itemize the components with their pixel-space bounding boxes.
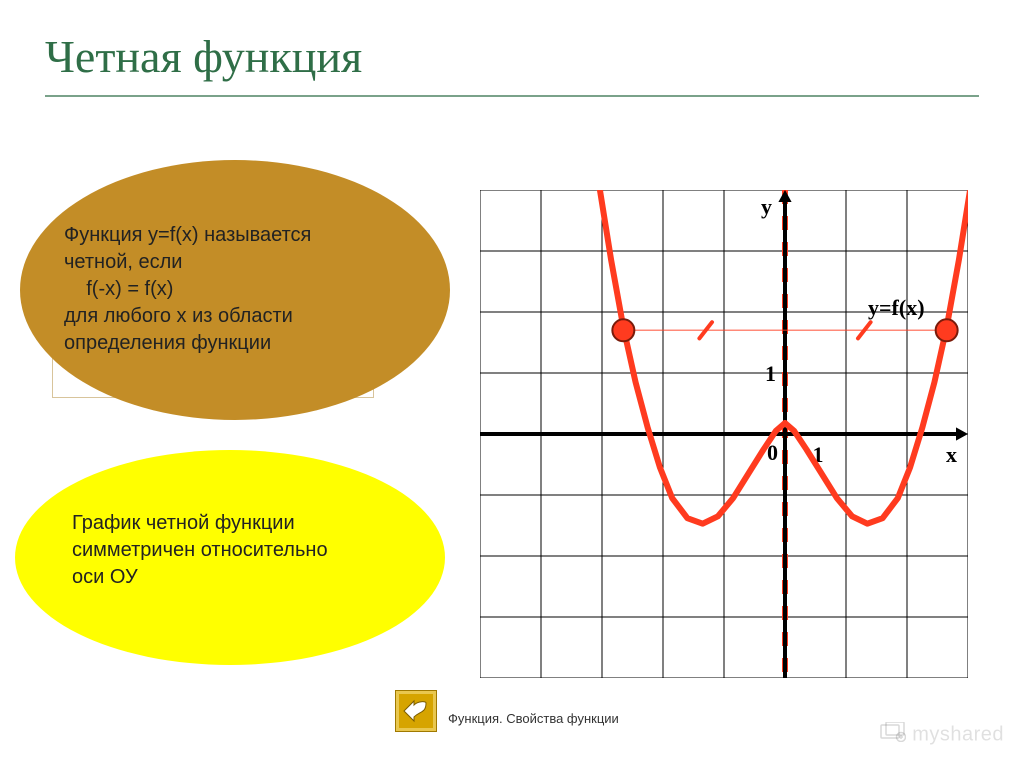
svg-text:y=f(x): y=f(x)	[868, 295, 925, 320]
def-line-2: f(-x) = f(x)	[64, 276, 444, 303]
page-title: Четная функция	[45, 30, 979, 83]
def-line-0: Функция y=f(x) называется	[64, 222, 444, 249]
symmetry-text: График четной функции симметричен относи…	[72, 510, 442, 591]
svg-text:1: 1	[765, 361, 776, 386]
back-button[interactable]	[395, 690, 437, 732]
sym-line-2: оси ОУ	[72, 564, 442, 591]
watermark-text: myshared	[912, 723, 1004, 745]
slide: Четная функция Функция y=f(x) называется…	[0, 0, 1024, 768]
chart-svg: ху011y=f(x)	[480, 190, 968, 678]
title-block: Четная функция	[45, 30, 979, 97]
definition-text: Функция y=f(x) называется четной, если f…	[64, 222, 444, 357]
title-underline	[45, 95, 979, 97]
sym-line-0: График четной функции	[72, 510, 442, 537]
svg-text:у: у	[761, 194, 772, 219]
watermark: myshared	[880, 722, 1004, 748]
def-line-3: для любого x из области	[64, 303, 444, 330]
footer-label: Функция. Свойства функции	[448, 711, 619, 726]
sym-line-1: симметричен относительно	[72, 537, 442, 564]
def-line-4: определения функции	[64, 330, 444, 357]
chart: ху011y=f(x)	[480, 190, 968, 683]
def-line-1: четной, если	[64, 249, 444, 276]
svg-text:х: х	[946, 442, 957, 467]
back-arrow-icon	[396, 691, 436, 731]
watermark-icon	[880, 722, 906, 748]
